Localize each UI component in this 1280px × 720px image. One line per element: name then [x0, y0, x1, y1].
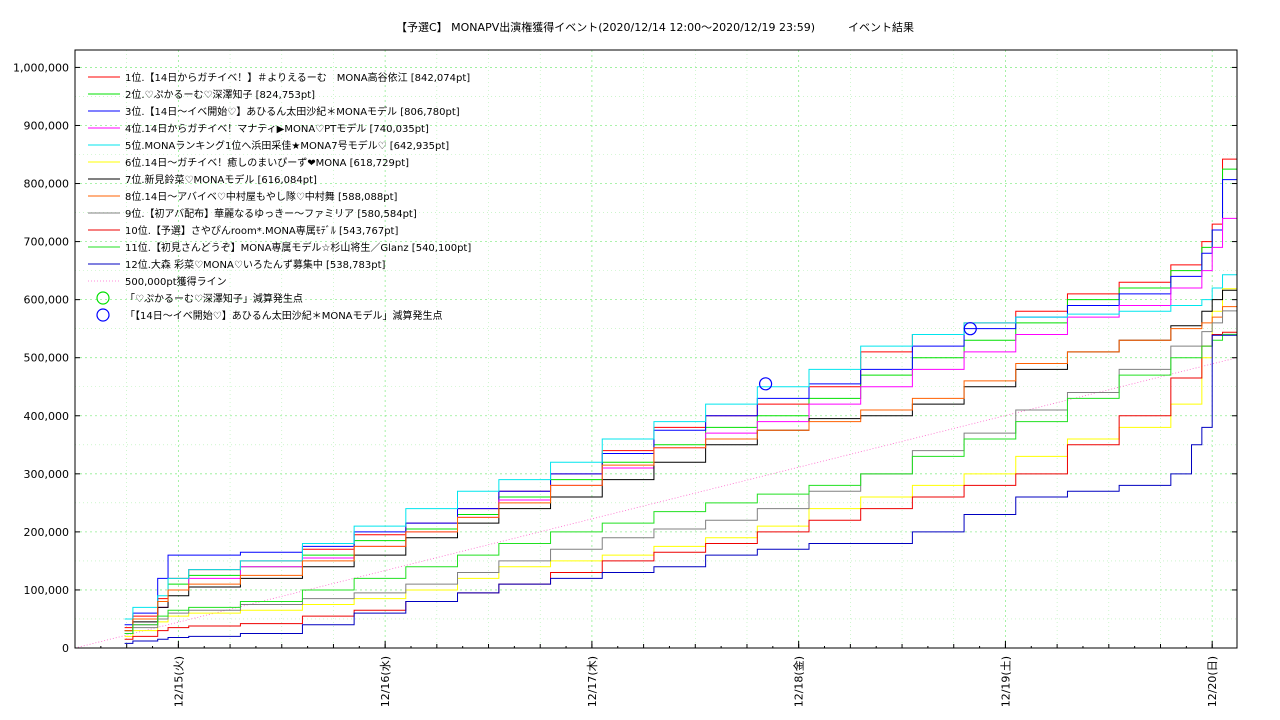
series-line-12 — [124, 334, 1237, 644]
legend-label: 「♡ぷかるーむ♡深澤知子」減算発生点 — [125, 292, 303, 305]
legend-label: 5位.MONAランキング1位へ浜田采佳★MONA7号モデル♡ [642,935p… — [125, 139, 449, 152]
y-tick-label: 1,000,000 — [13, 61, 69, 74]
series-line-4 — [124, 217, 1237, 634]
x-tick-label: 12/16(水) — [379, 656, 392, 707]
legend-label: 3位.【14日〜イベ開始♡】あひるん太田沙紀＊MONAモデル [806,780p… — [125, 105, 460, 118]
series-lines — [124, 158, 1237, 644]
y-tick-label: 0 — [62, 642, 69, 655]
x-axis: 12/15(火) 12/16(水) 12/17(木) 12/18(金) 12/19(土)… — [100, 641, 1219, 707]
y-tick-label: 600,000 — [24, 294, 70, 307]
y-tick-label: 700,000 — [24, 236, 70, 249]
series-line-7 — [124, 289, 1237, 632]
marker-points — [758, 322, 977, 391]
legend-label: 500,000pt獲得ライン — [125, 275, 227, 288]
x-tick-label: 12/18(金) — [792, 656, 806, 707]
legend-label: 8位.14日〜アバイベ♡中村屋もやし隊♡中村舞 [588,088pt] — [125, 190, 397, 203]
plot-frame — [74, 49, 1238, 649]
series-line-10 — [124, 331, 1237, 640]
y-tick-label: 100,000 — [24, 584, 70, 597]
legend-marker — [96, 308, 110, 322]
y-tick-label: 800,000 — [24, 178, 70, 191]
y-tick-label: 500,000 — [24, 352, 70, 365]
legend-label: 9位.【初アバ配布】華麗なるゆっきー〜ファミリア [580,584pt] — [125, 207, 417, 220]
series-line-5 — [124, 274, 1237, 620]
legend-label: 4位.14日からガチイベ！マナティ▶MONA♡PTモデル [740,035pt] — [125, 122, 429, 135]
legend-marker — [96, 291, 110, 305]
legend-label: 「【14日〜イベ開始♡】あひるん太田沙紀＊MONAモデル」減算発生点 — [125, 309, 443, 322]
legend-label: 2位.♡ぷかるーむ♡深澤知子 [824,753pt] — [125, 88, 315, 101]
series-line-11 — [124, 333, 1237, 634]
series-line-9 — [124, 310, 1237, 634]
legend-label: 10位.【予選】さやぴんroom*.MONA専属ﾓﾃﾞﾙ [543,767pt] — [125, 224, 398, 237]
x-tick-label: 12/17(木) — [586, 656, 599, 707]
series-line-6 — [124, 288, 1237, 637]
legend-label: 12位.大森 彩菜♡MONA♡いろたんず募集中 [538,783pt] — [125, 258, 386, 271]
y-tick-label: 400,000 — [24, 410, 70, 423]
marker-point-2 — [963, 322, 977, 336]
x-tick-label: 12/15(火) — [172, 656, 185, 707]
legend-label: 6位.14日〜ガチイベ！癒しのまいぴーず❤MONA [618,729pt] — [125, 156, 409, 169]
y-axis: 0 100,000 200,000 300,000 400,000 500,000 600,… — [13, 61, 1237, 655]
series-line-8 — [124, 306, 1237, 632]
y-tick-label: 900,000 — [24, 119, 70, 132]
legend-label: 11位.【初見さんどうぞ】MONA専属モデル☆杉山将生／Glanz [540,1… — [125, 241, 471, 254]
series-line-2 — [124, 168, 1237, 632]
series-line-3 — [124, 179, 1237, 626]
grid — [75, 50, 1237, 648]
legend-label: 1位.【14日からガチイベ！】＃よりえるーむ MONA高谷依江 [842,074… — [125, 71, 470, 84]
legend: 1位.【14日からガチイベ！】＃よりえるーむ MONA高谷依江 [842,074… — [88, 71, 471, 322]
marker-point-2 — [758, 377, 773, 391]
x-tick-label: 12/19(土) — [999, 656, 1012, 707]
legend-label: 7位.新見鈴菜♡MONAモデル [616,084pt] — [125, 173, 317, 186]
y-tick-label: 300,000 — [24, 468, 70, 481]
chart-title: 【予選C】 MONAPV出演権獲得イベント(2020/12/14 12:00〜2… — [396, 20, 914, 34]
x-tick-label: 12/20(日) — [1206, 656, 1219, 707]
y-tick-label: 200,000 — [24, 526, 70, 539]
